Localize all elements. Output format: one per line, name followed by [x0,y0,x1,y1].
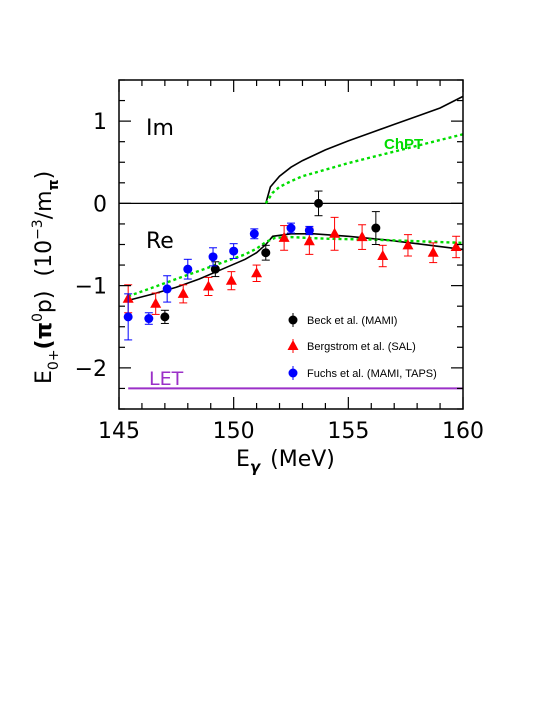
beck-point [210,264,220,274]
bergstrom-point [225,274,237,285]
legend-bergstrom-marker [287,340,299,350]
re-chpt-curve [127,235,464,298]
legend-beck-label: Beck et al. (MAMI) [307,315,397,327]
x-axis-title-sub: γ [250,458,262,476]
fuchs-point [123,312,133,322]
annotation-re: Re [146,229,174,254]
x-axis-title-base: E [236,447,250,472]
y-axis-units-sup: −3 [30,219,46,240]
y-axis-title-base: E [32,370,57,384]
y-axis-units-sub: π [46,179,62,190]
ticks-layer: 145 150 155 160 1 0 −1 −2 [75,79,484,444]
y-axis-title-tail: p) [32,291,57,314]
bergstrom-point [402,239,414,250]
marks-layer [122,190,462,341]
legend-item-beck: Beck et al. (MAMI) [288,313,397,327]
bergstrom-point [202,280,214,291]
fuchs-point [183,264,193,274]
legend-beck-marker [288,315,298,325]
x-tick-label: 155 [327,419,369,444]
annotation-let: LET [149,368,184,390]
y-axis-title-mid: (π [32,322,57,349]
fuchs-point [162,284,172,294]
beck-point [160,312,170,322]
bergstrom-point [177,287,189,298]
x-tick-label: 160 [442,419,484,444]
bergstrom-point [303,235,315,246]
annotation-im: Im [146,116,174,141]
bergstrom-point [427,246,439,257]
annotation-chpt: ChPT [384,136,423,153]
bergstrom-point [278,231,290,242]
im-curve [265,95,464,204]
fuchs-point [208,252,218,262]
fuchs-point [286,223,296,233]
y-tick-label: −1 [75,275,107,300]
bergstrom-point [329,227,341,238]
beck-point [371,223,381,233]
x-tick-label: 150 [213,419,255,444]
y-axis-units-a: (10 [32,240,57,277]
x-axis-title-unit: (MeV) [270,447,335,472]
fuchs-point [304,226,314,236]
beck-point [314,198,324,208]
y-axis-units-c: ) [32,171,57,180]
bergstrom-point [450,240,462,251]
beck-point [261,248,271,258]
bergstrom-point [150,297,162,308]
legend-item-fuchs: Fuchs et al. (MAMI, TAPS) [288,366,437,380]
y-tick-label: 0 [93,192,107,217]
legend-item-bergstrom: Bergstrom et al. (SAL) [287,339,416,353]
y-tick-label: 1 [93,110,107,135]
legend-fuchs-marker [288,368,298,378]
x-tick-label: 145 [98,419,140,444]
y-axis-title-sub: 0+ [46,349,62,370]
y-axis-title: E0+(π0p) (10−3/mπ) [30,171,62,384]
bergstrom-point [251,267,263,278]
legend: Beck et al. (MAMI) Bergstrom et al. (SAL… [287,313,437,380]
fuchs-point [144,314,154,324]
x-axis-title: Eγ (MeV) [236,447,335,476]
im-chpt-curve [264,133,464,205]
re-curve [128,233,464,302]
y-axis-title-sup: 0 [30,313,46,322]
legend-bergstrom-label: Bergstrom et al. (SAL) [307,341,416,353]
bergstrom-point [377,250,389,261]
y-tick-label: −2 [75,357,107,382]
y-axis-units-b: /m [32,190,57,219]
legend-fuchs-label: Fuchs et al. (MAMI, TAPS) [307,368,437,380]
fuchs-point [249,229,259,239]
bergstrom-point [356,231,368,242]
fuchs-point [229,246,239,256]
